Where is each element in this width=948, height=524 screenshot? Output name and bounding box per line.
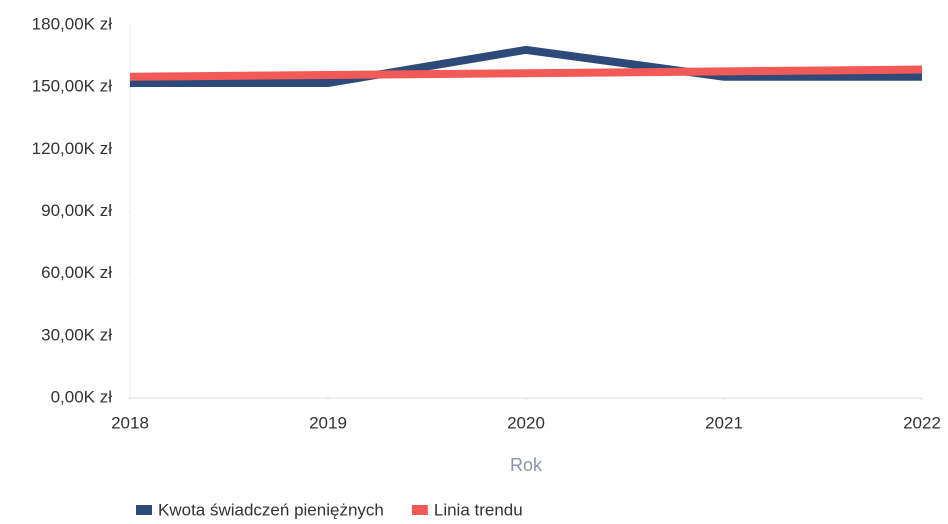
y-tick-label: 180,00K zł — [32, 14, 113, 33]
x-tick-label: 2019 — [309, 413, 347, 432]
y-tick-label: 120,00K zł — [32, 139, 113, 158]
legend-swatch — [411, 505, 428, 515]
x-tick-label: 2021 — [705, 413, 743, 432]
line-series — [129, 65, 923, 81]
x-axis-label: Rok — [510, 455, 543, 475]
line-series — [130, 45, 922, 88]
x-tick-label: 2018 — [111, 413, 149, 432]
y-tick-label: 150,00K zł — [32, 77, 113, 96]
legend-swatch — [136, 505, 152, 515]
x-tick-label: 2022 — [903, 413, 941, 432]
legend-label: Kwota świadczeń pieniężnych — [158, 500, 384, 519]
x-tick-label: 2020 — [507, 413, 545, 432]
y-tick-label: 30,00K zł — [41, 325, 112, 344]
y-tick-label: 0,00K zł — [51, 387, 113, 406]
legend-label: Linia trendu — [434, 500, 523, 519]
y-tick-label: 90,00K zł — [41, 201, 112, 220]
y-tick-label: 60,00K zł — [41, 263, 112, 282]
